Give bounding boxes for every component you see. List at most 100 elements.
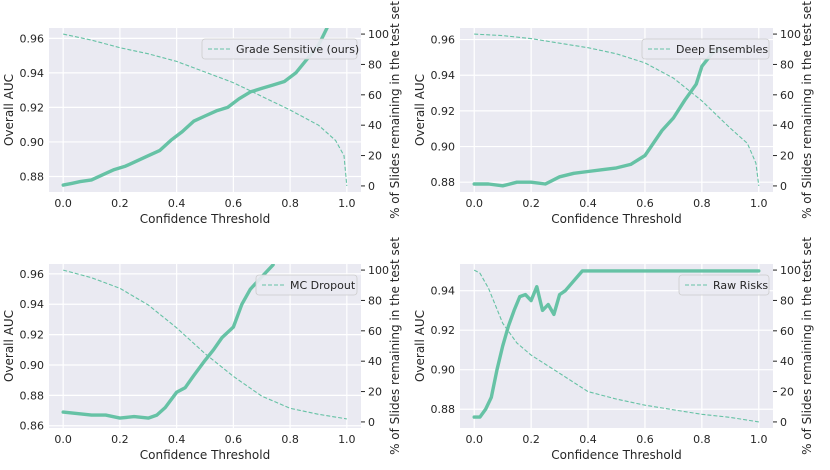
chart-panel-raw-risks: 0.0 0.2 0.4 0.6 0.8 1.0 0.88 0.90 0.92 0.94 0 20 40 6…	[413, 237, 814, 462]
x-tick-label: 0.2	[522, 197, 540, 210]
y2-tick-label: 0	[780, 180, 787, 193]
x-tick-label: 0.2	[111, 197, 129, 210]
y-tick-label: 0.92	[20, 101, 45, 114]
x-tick-label: 0.6	[636, 433, 654, 446]
y-tick-label: 0.88	[20, 389, 45, 402]
y2-tick-label: 60	[780, 89, 794, 102]
x-tick-label: 0.0	[54, 433, 72, 446]
x-tick-label: 0.8	[281, 197, 299, 210]
y-tick-label: 0.96	[431, 34, 456, 47]
legend: Raw Risks	[678, 274, 770, 296]
y-tick-label: 0.90	[431, 364, 456, 377]
y-tick-label: 0.94	[20, 298, 45, 311]
x-tick-label: 1.0	[750, 433, 768, 446]
x-tick-label: 0.6	[225, 433, 243, 446]
y-tick-label: 0.92	[20, 329, 45, 342]
y2-tick-label: 20	[780, 150, 794, 163]
legend-label: Raw Risks	[713, 279, 768, 292]
y2-tick-label: 40	[780, 119, 794, 132]
y2-tick-label: 40	[368, 119, 382, 132]
x-axis-label: Confidence Threshold	[140, 212, 270, 226]
y2-tick-label: 80	[368, 294, 382, 307]
legend: Deep Ensembles	[641, 38, 770, 60]
x-tick-label: 0.8	[693, 197, 711, 210]
legend-box	[201, 38, 358, 60]
y-tick-label: 0.94	[20, 67, 45, 80]
y2-tick-label: 40	[780, 355, 794, 368]
y2-axis-label: % of Slides remaining in the test set	[800, 237, 814, 455]
y-tick-label: 0.90	[431, 141, 456, 154]
x-tick-label: 1.0	[338, 197, 356, 210]
x-tick-label: 1.0	[750, 197, 768, 210]
y-axis-label: Overall AUC	[2, 310, 16, 382]
y-axis-label: Overall AUC	[413, 310, 427, 382]
auc-line	[472, 46, 724, 188]
y2-tick-label: 80	[780, 58, 794, 71]
y-tick-label: 0.92	[431, 105, 456, 118]
x-axis-label: Confidence Threshold	[551, 212, 681, 226]
y2-axis-label: % of Slides remaining in the test set	[800, 1, 814, 219]
y2-tick-label: 40	[368, 355, 382, 368]
chart-panel-mc-dropout: 0.0 0.2 0.4 0.6 0.8 1.0 0.86 0.88 0.90 0.92 0.94 0.…	[2, 237, 402, 462]
x-tick-label: 0.8	[693, 433, 711, 446]
y2-tick-label: 100	[368, 264, 389, 277]
y2-axis-label: % of Slides remaining in the test set	[388, 237, 402, 455]
y-tick-label: 0.88	[431, 176, 456, 189]
x-tick-label: 0.4	[579, 433, 597, 446]
remaining-slides-line	[63, 269, 347, 420]
x-tick-label: 0.2	[522, 433, 540, 446]
remaining-slides-line	[474, 33, 760, 186]
y-axis-label: Overall AUC	[413, 74, 427, 146]
x-tick-label: 0.4	[579, 197, 597, 210]
x-axis-label: Confidence Threshold	[551, 448, 681, 462]
legend-label: MC Dropout	[290, 279, 356, 292]
legend-box	[678, 274, 770, 296]
y2-tick-label: 100	[780, 28, 801, 41]
y-tick-label: 0.96	[20, 268, 45, 281]
legend-label: Deep Ensembles	[676, 43, 768, 56]
legend: Grade Sensitive (ours)	[201, 38, 359, 60]
y-tick-label: 0.86	[20, 420, 45, 433]
x-tick-label: 0.6	[225, 197, 243, 210]
y2-tick-label: 0	[368, 416, 375, 429]
y2-tick-label: 60	[780, 325, 794, 338]
legend-box	[255, 274, 358, 296]
y-tick-label: 0.90	[20, 136, 45, 149]
x-tick-label: 0.4	[168, 433, 186, 446]
remaining-slides-line	[473, 269, 759, 423]
legend-label: Grade Sensitive (ours)	[236, 43, 359, 56]
x-tick-label: 0.6	[636, 197, 654, 210]
y2-tick-label: 100	[368, 28, 389, 41]
y2-tick-label: 0	[780, 416, 787, 429]
x-tick-label: 0.0	[54, 197, 72, 210]
y-tick-label: 0.88	[431, 403, 456, 416]
y-tick-label: 0.92	[431, 324, 456, 337]
y-tick-label: 0.90	[20, 359, 45, 372]
y-axis-label: Overall AUC	[2, 74, 16, 146]
x-tick-label: 1.0	[338, 433, 356, 446]
x-tick-label: 0.0	[465, 433, 483, 446]
y-tick-label: 0.88	[20, 170, 45, 183]
legend: MC Dropout	[255, 274, 358, 296]
legend-box	[641, 38, 770, 60]
y-tick-label: 0.96	[20, 32, 45, 45]
x-tick-label: 0.2	[111, 433, 129, 446]
y2-tick-label: 80	[780, 294, 794, 307]
y2-tick-label: 60	[368, 89, 382, 102]
chart-panel-deep-ensembles: 0.0 0.2 0.4 0.6 0.8 1.0 0.88 0.90 0.92 0.94 0.96 0 2…	[413, 1, 814, 226]
chart-panel-grade-sensitive: 0.0 0.2 0.4 0.6 0.8 1.0 0.88 0.90 0.92 0.94 0.96 0 2…	[2, 1, 402, 226]
auc-line	[472, 269, 761, 419]
x-axis-label: Confidence Threshold	[140, 448, 270, 462]
y2-tick-label: 0	[368, 180, 375, 193]
y-tick-label: 0.94	[431, 285, 456, 298]
y2-tick-label: 100	[780, 264, 801, 277]
x-tick-label: 0.4	[168, 197, 186, 210]
y2-tick-label: 60	[368, 325, 382, 338]
y2-tick-label: 20	[368, 386, 382, 399]
y-tick-label: 0.94	[431, 69, 456, 82]
x-tick-label: 0.0	[465, 197, 483, 210]
y2-tick-label: 80	[368, 58, 382, 71]
auc-line	[61, 264, 275, 420]
